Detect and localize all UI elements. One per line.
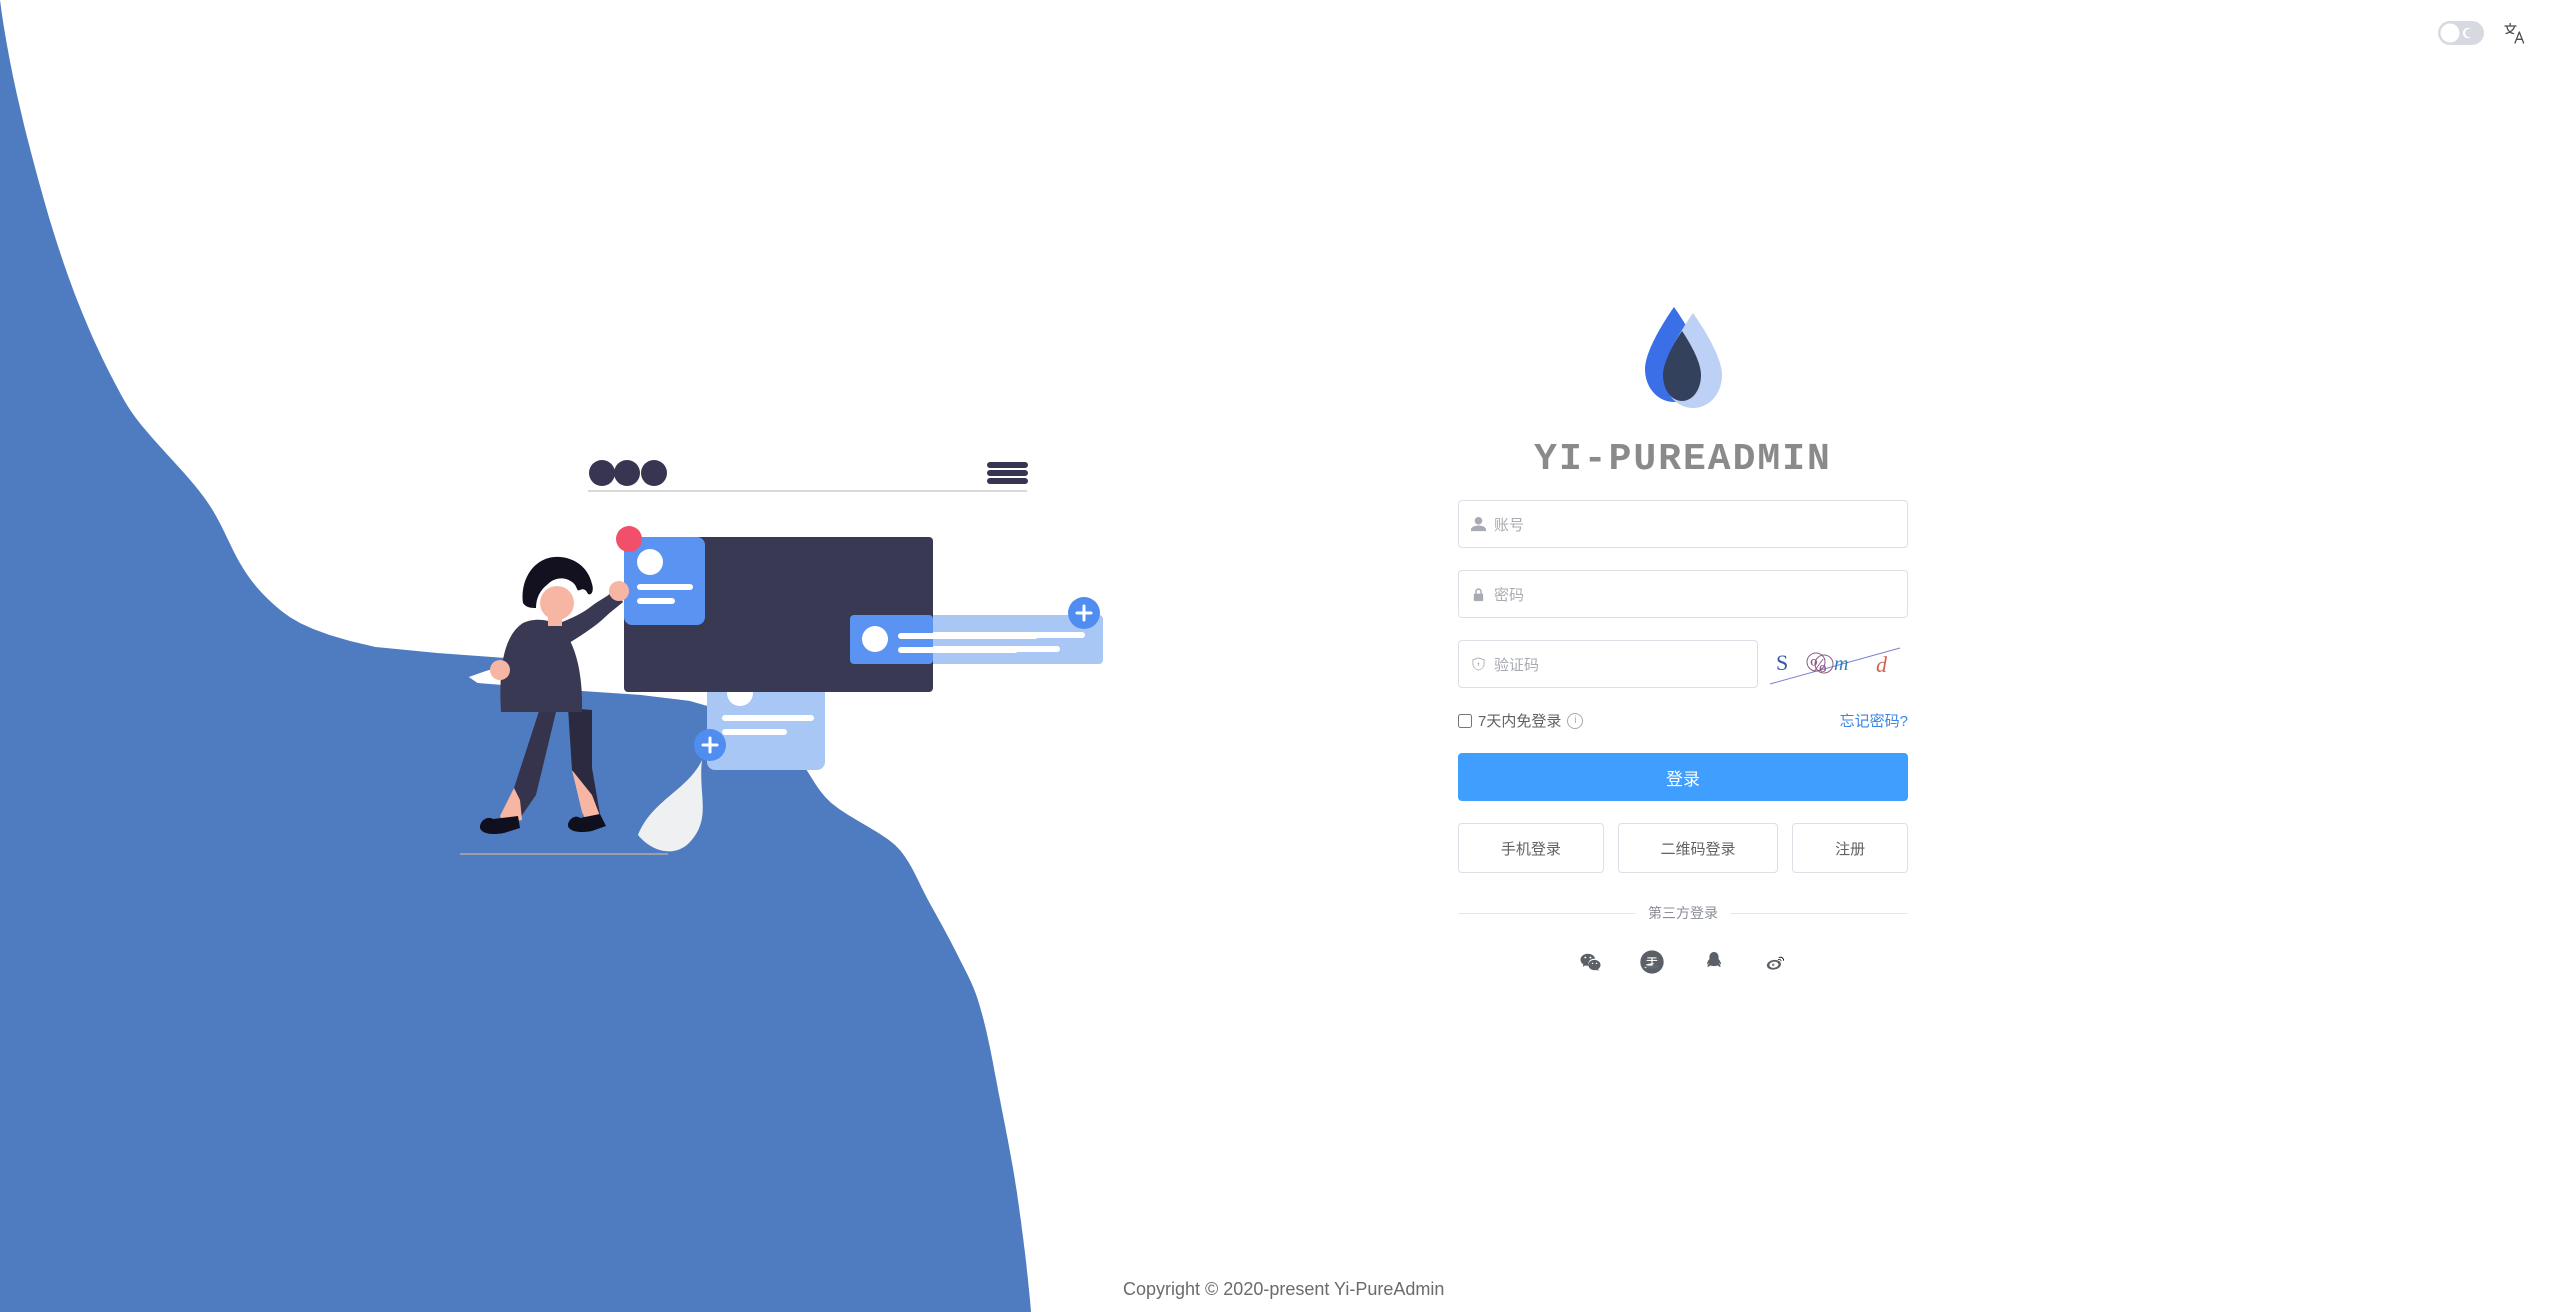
- svg-text:d: d: [1876, 652, 1888, 677]
- svg-text:m: m: [1834, 653, 1848, 675]
- svg-text:%: %: [1810, 655, 1827, 677]
- svg-text:S: S: [1776, 650, 1788, 675]
